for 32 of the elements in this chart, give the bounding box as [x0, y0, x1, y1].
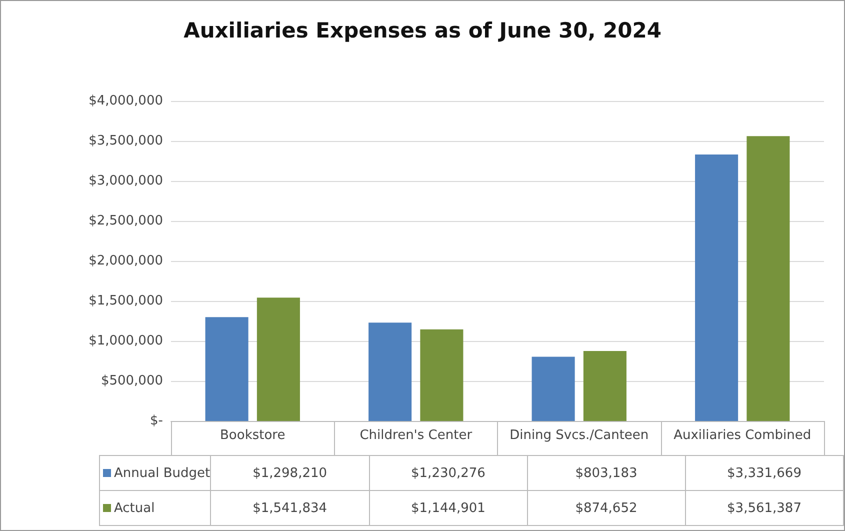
- chart-title: Auxiliaries Expenses as of June 30, 2024: [184, 18, 662, 42]
- data-label: $1,144,901: [369, 490, 528, 526]
- data-label: $1,541,834: [210, 490, 370, 526]
- y-tick-label: $2,000,000: [88, 254, 163, 268]
- y-tick-label: $1,000,000: [88, 334, 163, 348]
- bar: [746, 136, 790, 421]
- y-tick-label: $3,000,000: [88, 174, 163, 188]
- bar: [368, 322, 412, 421]
- x-tick-label: Children's Center: [360, 428, 473, 443]
- data-label: $1,230,276: [369, 456, 528, 490]
- bar: [420, 329, 464, 421]
- y-tick-label: $4,000,000: [88, 94, 163, 108]
- data-label: $874,652: [527, 490, 686, 526]
- y-tick-label: $-: [150, 414, 164, 428]
- legend-label: Actual: [100, 490, 211, 526]
- bar: [256, 298, 300, 421]
- x-tick-label: Auxiliaries Combined: [674, 428, 812, 443]
- data-label: $1,298,210: [210, 456, 370, 490]
- legend-label: Annual Budget: [100, 456, 211, 490]
- data-label: $803,183: [527, 456, 686, 490]
- x-tick-label: Dining Svcs./Canteen: [510, 428, 649, 443]
- bar: [583, 351, 626, 421]
- data-label: $3,561,387: [685, 490, 844, 526]
- y-tick-label: $1,500,000: [88, 294, 163, 308]
- bar: [695, 154, 738, 421]
- bar: [205, 317, 248, 421]
- x-tick-label: Bookstore: [220, 428, 286, 443]
- y-tick-label: $500,000: [100, 374, 163, 388]
- y-tick-label: $3,500,000: [88, 134, 163, 148]
- data-label: $3,331,669: [685, 456, 844, 490]
- bar: [532, 356, 575, 421]
- y-tick-label: $2,500,000: [88, 214, 163, 228]
